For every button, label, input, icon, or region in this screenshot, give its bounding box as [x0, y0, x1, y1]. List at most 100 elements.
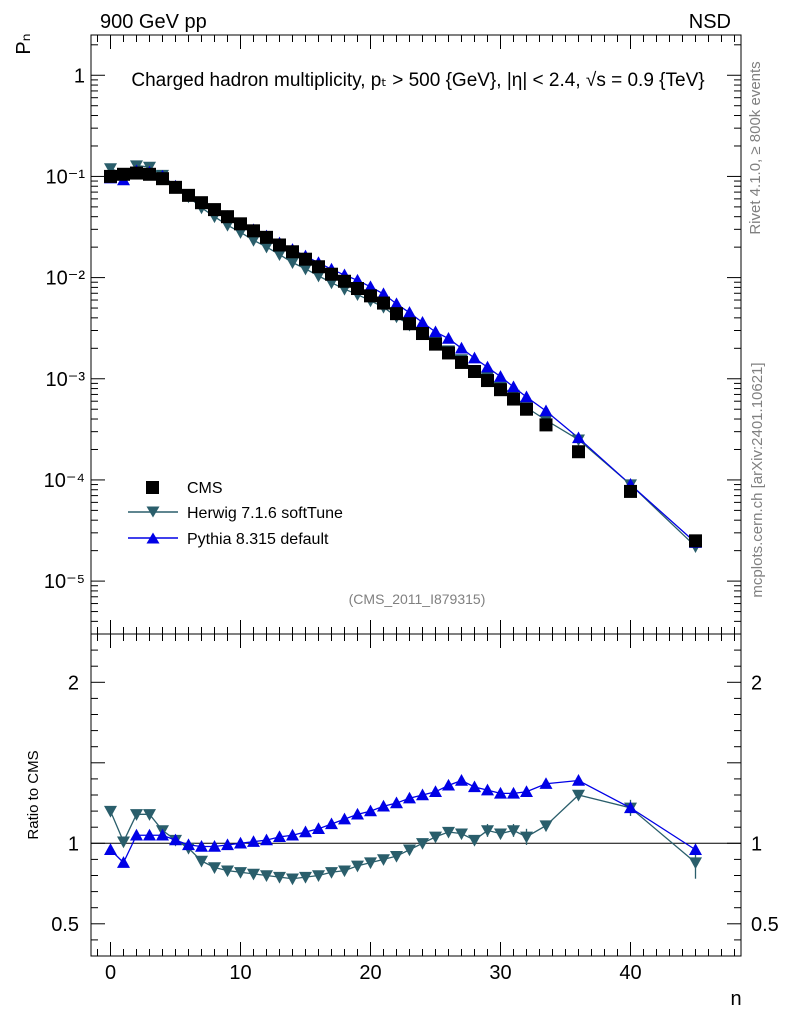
ratio-point-herwig: [195, 855, 208, 868]
main-point-pythia: [507, 380, 520, 393]
ratio-y-tick-label-right: 1: [751, 833, 762, 855]
main-point-cms: [208, 203, 221, 217]
ratio-point-pythia: [299, 825, 312, 838]
main-point-cms: [325, 267, 338, 281]
ratio-y-tick-label: 2: [68, 672, 79, 694]
main-point-pythia: [455, 341, 468, 354]
main-point-cms: [429, 337, 442, 351]
ratio-point-herwig: [104, 805, 117, 818]
main-point-pythia: [481, 360, 494, 373]
x-tick-label: 0: [105, 962, 116, 984]
ratio-point-herwig: [416, 838, 429, 850]
main-y-tick-label: 10⁻⁵: [44, 571, 85, 593]
ratio-point-herwig: [390, 850, 403, 863]
main-point-cms: [312, 260, 325, 274]
main-point-cms: [390, 307, 403, 321]
ratio-point-pythia: [455, 774, 468, 786]
ratio-point-pythia: [221, 838, 234, 851]
main-y-tick-label: 10⁻³: [46, 369, 86, 391]
ratio-axis-ticks: 0 10 20 30 40 0.5 0.5 1 1 2 2: [51, 35, 779, 984]
main-point-pythia: [390, 297, 403, 310]
ratio-line-herwig: [109, 794, 696, 880]
ratio-point-herwig: [286, 873, 299, 886]
ratio-point-herwig: [403, 844, 416, 857]
main-y-tick-label: 10⁻²: [46, 268, 86, 290]
ratio-point-pythia: [117, 856, 130, 868]
main-point-cms: [442, 346, 455, 360]
main-point-herwig: [247, 235, 260, 247]
ratio-y-tick-label-right: 0.5: [751, 914, 779, 936]
main-point-pythia: [403, 306, 416, 318]
main-y-axis-label: Pₙ: [13, 33, 35, 54]
main-point-cms: [130, 166, 143, 180]
main-point-cms: [455, 355, 468, 369]
main-y-tick-label: 1: [74, 65, 85, 87]
ratio-point-pythia: [312, 822, 325, 835]
main-point-cms: [377, 296, 390, 310]
ratio-point-pythia: [169, 833, 182, 846]
ratio-point-herwig: [429, 831, 442, 844]
chart-title: Charged hadron multiplicity, pₜ > 500 {G…: [131, 70, 704, 91]
ratio-point-pythia: [338, 812, 351, 825]
ratio-point-pythia: [468, 780, 481, 793]
ratio-point-herwig: [117, 836, 130, 849]
legend: CMS Herwig 7.1.6 softTune Pythia 8.315 d…: [128, 480, 343, 548]
rivet-side-label: Rivet 4.1.0, ≥ 800k events: [747, 61, 764, 234]
ratio-point-pythia: [689, 843, 702, 855]
legend-marker-pythia: [146, 532, 160, 544]
main-point-pythia: [468, 351, 481, 364]
ratio-point-herwig: [455, 828, 468, 841]
ratio-point-pythia: [377, 799, 390, 812]
header-left-label: 900 GeV pp: [100, 11, 207, 33]
ratio-point-pythia: [624, 801, 637, 814]
ratio-point-herwig: [572, 789, 585, 802]
ratio-point-herwig: [364, 857, 377, 870]
ratio-point-pythia: [494, 786, 507, 799]
main-point-cms: [481, 374, 494, 388]
main-y-tick-label: 10⁻⁴: [44, 470, 85, 492]
ratio-point-herwig: [338, 865, 351, 878]
ratio-point-pythia: [195, 840, 208, 852]
main-point-pythia: [416, 315, 429, 328]
ratio-point-pythia: [539, 777, 553, 789]
ratio-y-tick-label: 1: [68, 833, 79, 855]
mcplots-side-label: mcplots.cern.ch [arXiv:2401.10621]: [749, 362, 766, 597]
ratio-point-herwig: [208, 862, 221, 874]
ratio-point-pythia: [234, 836, 247, 849]
main-point-cms: [351, 282, 364, 296]
ratio-y-tick-label-right: 2: [751, 672, 762, 694]
main-point-cms: [156, 172, 169, 186]
ratio-point-pythia: [390, 796, 403, 809]
ratio-point-pythia: [416, 788, 429, 801]
ratio-point-pythia: [104, 843, 117, 855]
ratio-point-pythia: [364, 804, 377, 817]
x-axis-label: n: [730, 988, 741, 1010]
main-point-cms: [624, 484, 637, 498]
main-y-tick-label: 10⁻¹: [46, 166, 86, 188]
main-point-pythia: [494, 370, 507, 382]
ratio-point-pythia: [143, 828, 156, 841]
main-point-cms: [364, 289, 377, 303]
ratio-point-herwig: [377, 854, 390, 866]
ratio-point-herwig: [351, 860, 364, 873]
x-tick-label: 30: [489, 962, 511, 984]
analysis-watermark: (CMS_2011_I879315): [349, 591, 486, 607]
main-point-cms: [273, 238, 286, 252]
ratio-point-herwig: [312, 870, 325, 882]
ratio-point-pythia: [182, 838, 195, 851]
main-point-cms: [247, 224, 260, 238]
ratio-point-herwig: [468, 834, 481, 847]
ratio-point-herwig: [247, 868, 260, 881]
main-point-cms: [234, 217, 247, 231]
ratio-y-axis-label: Ratio to CMS: [25, 750, 42, 839]
legend-marker-cms: [146, 481, 159, 494]
ratio-point-pythia: [325, 817, 338, 830]
main-point-cms: [299, 252, 312, 266]
ratio-point-herwig: [507, 825, 520, 837]
legend-label-herwig: Herwig 7.1.6 softTune: [187, 505, 343, 522]
main-point-herwig: [260, 241, 273, 254]
main-point-cms: [338, 274, 351, 288]
legend-marker-herwig: [146, 506, 160, 518]
ratio-point-pythia: [572, 774, 585, 786]
ratio-point-pythia: [507, 786, 520, 799]
